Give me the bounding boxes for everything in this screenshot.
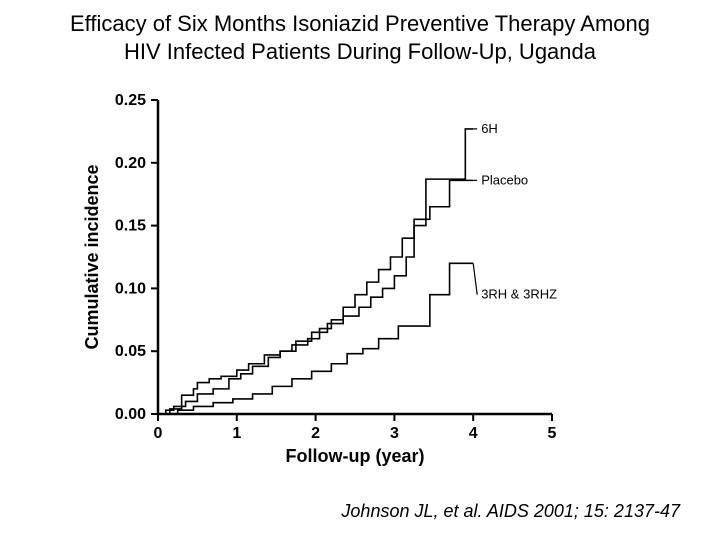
svg-text:2: 2 (311, 425, 320, 442)
series-label-6H: 6H (481, 121, 498, 136)
svg-text:Follow-up (year): Follow-up (year) (286, 446, 425, 466)
series-label-3RH & 3RHZ: 3RH & 3RHZ (481, 287, 557, 302)
svg-text:0.15: 0.15 (115, 218, 146, 235)
citation: Johnson JL, et al. AIDS 2001; 15: 2137-4… (341, 501, 680, 522)
svg-text:4: 4 (469, 425, 478, 442)
svg-text:0.25: 0.25 (115, 92, 146, 109)
svg-text:0: 0 (154, 425, 163, 442)
svg-text:0.00: 0.00 (115, 406, 146, 423)
slide-title: Efficacy of Six Months Isoniazid Prevent… (0, 10, 720, 65)
title-line-2: HIV Infected Patients During Follow-Up, … (124, 39, 596, 64)
svg-text:0.05: 0.05 (115, 343, 146, 360)
svg-text:0.20: 0.20 (115, 155, 146, 172)
svg-text:5: 5 (548, 425, 557, 442)
svg-text:3: 3 (390, 425, 399, 442)
series-label-Placebo: Placebo (481, 172, 528, 187)
svg-text:1: 1 (232, 425, 241, 442)
survival-chart: 0 1 2 3 4 5 0.00 0.05 0.10 0.15 0.20 0.25 Follow-up … (80, 90, 640, 470)
svg-text:Cumulative incidence: Cumulative incidence (82, 164, 102, 349)
svg-text:0.10: 0.10 (115, 280, 146, 297)
title-line-1: Efficacy of Six Months Isoniazid Prevent… (70, 11, 650, 36)
